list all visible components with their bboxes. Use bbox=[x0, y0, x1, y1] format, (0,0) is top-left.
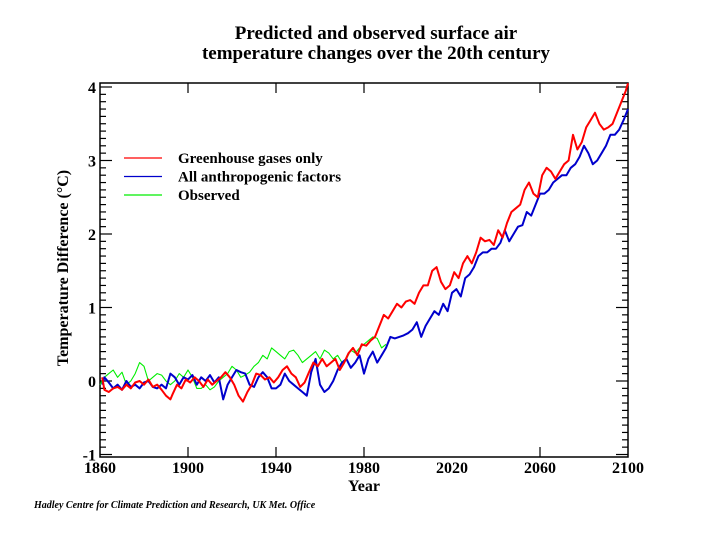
series-group bbox=[99, 83, 629, 403]
series-line-all-anthropogenic-factors bbox=[101, 108, 629, 401]
x-tick-label: 2020 bbox=[436, 460, 468, 477]
y-axis-title: Temperature Difference (°C) bbox=[55, 170, 72, 366]
y-tick-label: 1 bbox=[88, 301, 96, 318]
y-tick-label: 0 bbox=[88, 374, 96, 391]
y-tick-label: 4 bbox=[88, 80, 96, 97]
credit-text: Hadley Centre for Climate Prediction and… bbox=[34, 500, 316, 511]
x-tick-label: 1980 bbox=[348, 460, 380, 477]
x-tick-label: 1860 bbox=[84, 460, 116, 477]
y-tick-label: 2 bbox=[88, 227, 96, 244]
legend-label: Observed bbox=[178, 188, 240, 204]
axes: -1 0 1 2 3 4 1860 1900 1940 1980 2020 2060 2100 bbox=[83, 80, 644, 477]
chart-title: Predicted and observed surface air bbox=[234, 23, 518, 44]
legend-label: All anthropogenic factors bbox=[178, 170, 341, 186]
legend: Greenhouse gases only All anthropogenic f… bbox=[124, 151, 341, 204]
plot-frame bbox=[99, 82, 629, 458]
series-line-observed bbox=[99, 336, 387, 391]
y-tick-label: -1 bbox=[83, 448, 96, 465]
x-axis-title: Year bbox=[348, 478, 380, 495]
x-tick-label: 2100 bbox=[612, 460, 644, 477]
y-tick-label: 3 bbox=[88, 154, 96, 171]
x-tick-label: 1900 bbox=[172, 460, 204, 477]
chart-subtitle: temperature changes over the 20th centur… bbox=[201, 43, 551, 64]
series-line-greenhouse-gases-only bbox=[101, 83, 629, 403]
x-tick-label: 2060 bbox=[524, 460, 556, 477]
legend-label: Greenhouse gases only bbox=[178, 151, 323, 167]
x-tick-label: 1940 bbox=[260, 460, 292, 477]
